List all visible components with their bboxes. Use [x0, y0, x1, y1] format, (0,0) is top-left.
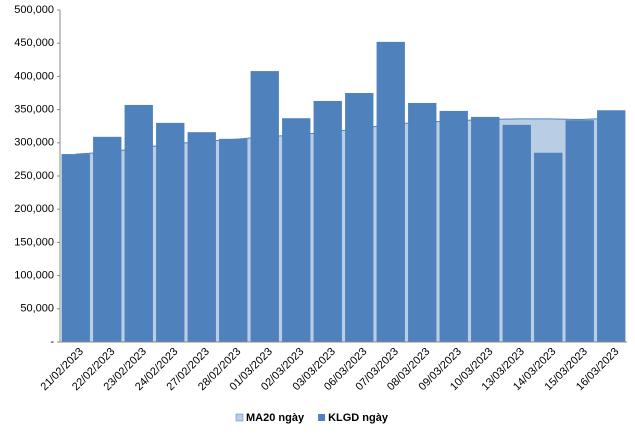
bar: [313, 100, 342, 342]
bar: [187, 132, 216, 342]
legend-label: MA20 ngày: [246, 412, 305, 424]
bar: [250, 71, 279, 342]
legend-swatch: [318, 414, 326, 421]
y-tick-label: 250,000: [14, 170, 54, 182]
bar: [219, 138, 248, 342]
y-tick-label: 500,000: [14, 4, 54, 16]
bar: [471, 116, 500, 343]
y-tick-label: 100,000: [14, 270, 54, 282]
bar: [93, 136, 122, 342]
y-tick-label: 150,000: [14, 236, 54, 248]
y-tick-label: 450,000: [14, 37, 54, 49]
legend-label: KLGD ngày: [328, 412, 389, 424]
y-tick-label: 300,000: [14, 137, 54, 149]
y-tick-label: 50,000: [20, 303, 54, 315]
bar: [565, 120, 594, 342]
bar: [376, 41, 405, 342]
y-tick-label: -: [50, 336, 54, 348]
y-tick-label: 400,000: [14, 70, 54, 82]
bar: [124, 104, 153, 343]
bar: [408, 102, 437, 343]
bar: [345, 93, 374, 342]
bar: [282, 118, 311, 343]
y-tick-label: 350,000: [14, 104, 54, 116]
y-tick-label: 200,000: [14, 203, 54, 215]
bar: [534, 152, 563, 342]
bar: [156, 122, 185, 342]
bar: [61, 154, 90, 342]
bar: [597, 110, 626, 342]
legend-swatch: [235, 413, 244, 422]
bar: [502, 124, 531, 342]
bar: [439, 110, 468, 342]
